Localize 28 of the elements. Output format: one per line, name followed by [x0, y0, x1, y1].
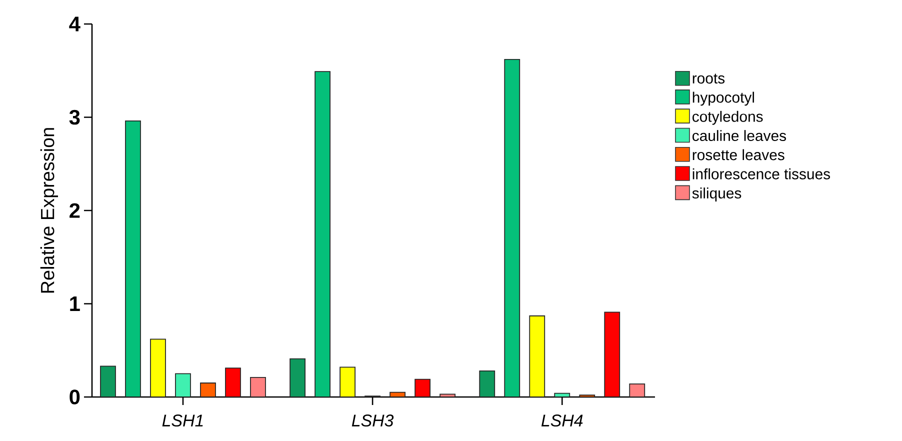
bar [340, 366, 356, 397]
y-tick-label: 4 [69, 16, 80, 32]
bar [414, 378, 431, 397]
legend-label: inflorescence tissues [692, 168, 830, 180]
y-tick-label: 0 [70, 390, 80, 404]
x-tick-label: LSH3 [352, 414, 394, 427]
legend-label: rosette leaves [692, 149, 784, 160]
y-tick-label: 3 [69, 110, 80, 125]
bar [314, 71, 331, 397]
bar [504, 58, 520, 397]
legend-label: cotyledons [692, 110, 763, 125]
bar [150, 338, 166, 397]
bar [125, 120, 141, 397]
bar [604, 312, 620, 397]
legend-label: hypocotyl [692, 92, 754, 106]
legend-label: cauline leaves [692, 130, 786, 142]
legend-label: siliques [692, 188, 742, 202]
y-tick-label: 1 [70, 296, 80, 311]
bar [175, 373, 191, 397]
y-tick-label: 2 [70, 203, 80, 218]
x-tick-label: LSH1 [162, 414, 203, 427]
bar [290, 358, 306, 397]
bar [225, 368, 241, 397]
y-axis-title: Relative Expression [40, 128, 58, 293]
legend-label: roots [692, 74, 725, 84]
x-tick-label: LSH4 [541, 414, 583, 427]
bar [529, 315, 546, 397]
bar [100, 366, 116, 397]
